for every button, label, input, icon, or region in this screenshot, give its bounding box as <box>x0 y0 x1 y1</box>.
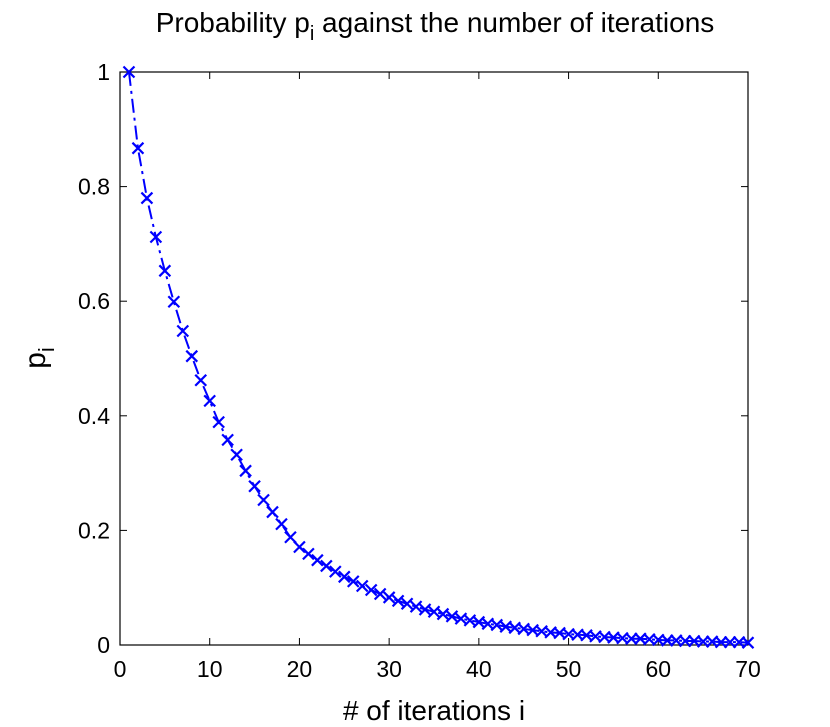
y-label-text: p <box>19 352 52 369</box>
y-tick-label: 0.4 <box>78 403 110 429</box>
y-tick-label: 0.8 <box>78 174 110 200</box>
data-marker <box>355 579 369 593</box>
x-tick-label: 50 <box>556 656 582 682</box>
data-marker <box>696 635 710 648</box>
data-marker <box>176 324 190 338</box>
data-marker <box>275 517 288 531</box>
data-marker <box>364 583 378 597</box>
data-marker <box>714 635 728 649</box>
y-tick-label: 0.2 <box>78 517 110 543</box>
data-marker <box>239 464 252 478</box>
data-marker <box>409 600 423 613</box>
data-marker <box>427 605 441 619</box>
data-marker <box>158 264 172 278</box>
y-tick-label: 0 <box>97 632 110 658</box>
x-tick-label: 60 <box>645 656 671 682</box>
data-marker <box>329 565 342 578</box>
data-marker <box>391 594 405 608</box>
x-tick-label: 40 <box>466 656 492 682</box>
data-marker <box>284 530 297 544</box>
plot-frame <box>119 71 749 646</box>
data-marker <box>723 635 737 649</box>
x-tick-label: 10 <box>197 656 223 682</box>
chart-title: Probability pi against the number of ite… <box>156 7 715 45</box>
y-tick-label: 1 <box>97 59 110 85</box>
data-marker <box>266 505 279 519</box>
data-marker <box>660 634 674 647</box>
data-marker <box>140 191 154 205</box>
data-marker <box>230 448 243 462</box>
data-marker <box>338 570 351 584</box>
data-marker <box>149 230 163 244</box>
data-marker <box>203 394 216 408</box>
data-marker <box>194 373 208 387</box>
data-marker <box>625 632 638 645</box>
data-marker <box>212 415 225 429</box>
x-tick-label: 0 <box>114 656 127 682</box>
data-marker <box>400 597 414 611</box>
x-tick-label: 70 <box>735 656 761 682</box>
data-marker <box>221 433 234 447</box>
data-marker <box>445 610 459 623</box>
title-subscript: i <box>310 23 314 45</box>
data-marker <box>346 575 360 588</box>
data-marker <box>293 540 306 554</box>
data-marker <box>131 141 145 155</box>
y-tick-label: 0.6 <box>78 288 110 314</box>
data-marker <box>257 493 270 507</box>
data-marker <box>382 591 396 604</box>
data-marker <box>311 553 324 567</box>
title-text: against the number of iterations <box>314 7 714 38</box>
data-marker <box>436 607 450 621</box>
x-tick-label: 30 <box>376 656 402 682</box>
title-text: Probability p <box>156 7 310 38</box>
data-marker <box>320 559 333 573</box>
data-marker <box>302 547 315 561</box>
data-marker <box>185 349 199 363</box>
data-line <box>127 71 749 644</box>
data-marker <box>248 480 261 493</box>
data-marker <box>122 65 136 79</box>
x-tick-label: 20 <box>287 656 313 682</box>
data-marker <box>678 634 692 648</box>
x-axis-label: # of iterations i <box>343 695 525 726</box>
y-label-subscript: i <box>34 347 59 352</box>
data-marker <box>373 587 387 601</box>
data-marker <box>167 295 181 309</box>
y-axis-label: pi <box>19 347 59 369</box>
data-marker <box>418 603 432 616</box>
data-marker <box>741 636 755 649</box>
